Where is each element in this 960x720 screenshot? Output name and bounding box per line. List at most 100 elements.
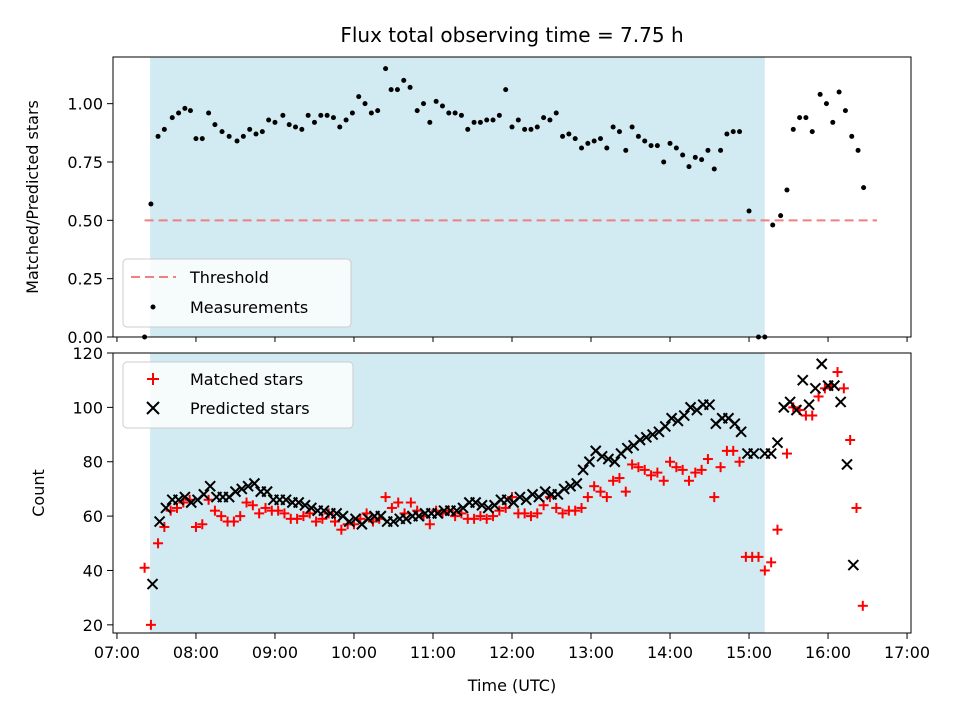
matched-star-point — [216, 511, 227, 522]
matched-star-point — [532, 508, 543, 519]
measurement-point — [240, 133, 246, 139]
measurement-point — [433, 98, 439, 104]
predicted-star-point — [583, 456, 596, 468]
legend-predicted-label: Predicted stars — [190, 399, 310, 418]
x-tick-label: 12:00 — [489, 643, 535, 662]
matched-star-point — [595, 486, 606, 497]
matched-star-point — [709, 492, 720, 503]
measurement-point — [585, 140, 591, 146]
measurement-point — [553, 110, 559, 116]
measurement-point — [547, 117, 553, 123]
measurement-point — [861, 185, 867, 191]
predicted-star-point — [790, 404, 803, 416]
measurement-point — [496, 112, 502, 118]
measurement-point — [855, 147, 861, 153]
predicted-star-point — [834, 396, 847, 408]
predicted-star-point — [564, 480, 577, 492]
measurement-point — [311, 119, 317, 125]
measurement-point — [515, 117, 521, 123]
matched-star-point — [469, 513, 480, 524]
matched-star-point — [620, 486, 631, 497]
measurement-point — [778, 213, 784, 219]
measurement-point — [817, 91, 823, 97]
x-tick-label: 17:00 — [884, 643, 930, 662]
legend-measurements-swatch — [150, 304, 156, 310]
measurement-point — [746, 208, 752, 214]
measurement-point — [484, 117, 490, 123]
matched-star-point — [690, 467, 701, 478]
predicted-star-point — [678, 409, 690, 422]
measurement-point — [427, 119, 433, 125]
measurement-point — [452, 110, 458, 116]
predicted-star-point — [841, 458, 853, 471]
matched-star-point — [298, 511, 309, 522]
matched-star-point — [582, 492, 593, 503]
measurement-point — [439, 103, 445, 109]
measurement-point — [661, 159, 667, 165]
measurement-point — [711, 166, 717, 172]
top-y-tick-label: 0.50 — [67, 211, 103, 230]
predicted-star-point — [526, 488, 539, 501]
predicted-star-point — [292, 496, 305, 509]
matched-star-point — [190, 521, 201, 532]
top-y-axis: 0.00 0.25 0.50 0.75 1.00 — [67, 95, 113, 347]
measurement-point — [280, 112, 286, 118]
predicted-star-point — [261, 485, 273, 498]
predicted-star-point — [609, 456, 621, 468]
matched-star-point — [677, 464, 688, 475]
measurement-point — [566, 131, 572, 137]
legend-matched-label: Matched stars — [190, 370, 303, 389]
predicted-star-point — [659, 420, 671, 433]
x-tick-label: 08:00 — [173, 643, 219, 662]
matched-star-point — [646, 470, 657, 481]
predicted-star-point — [242, 480, 254, 492]
measurement-point — [477, 119, 483, 125]
measurement-point — [446, 110, 452, 116]
measurement-point — [579, 145, 585, 151]
bottom-y-tick-label: 120 — [72, 344, 103, 363]
predicted-star-point — [318, 504, 330, 517]
measurement-point — [730, 129, 736, 135]
predicted-star-point — [343, 515, 355, 528]
x-tick-label: 15:00 — [726, 643, 772, 662]
matched-star-point — [557, 508, 568, 519]
measurement-point — [509, 124, 515, 130]
measurement-point — [528, 126, 534, 132]
measurement-point — [293, 124, 299, 130]
matched-star-point — [336, 524, 347, 535]
predicted-star-point — [172, 494, 185, 506]
bottom-x-axis: 07:00 08:00 09:00 10:00 11:00 12:00 13:00 14:00… — [94, 633, 930, 662]
predicted-star-point — [413, 510, 425, 522]
matched-star-point — [766, 557, 777, 568]
x-tick-label: 10:00 — [331, 643, 377, 662]
predicted-star-point — [400, 513, 412, 525]
matched-star-point — [311, 516, 322, 527]
matched-star-point — [475, 511, 486, 522]
measurement-point — [699, 157, 705, 163]
predicted-star-point — [229, 485, 242, 498]
matched-star-point — [139, 562, 150, 573]
measurement-point — [362, 101, 368, 107]
bottom-panel: 20 40 60 80 100 120 07:00 08:00 09:00 10:00 11:00… — [29, 344, 930, 695]
measurement-point — [234, 138, 240, 144]
matched-star-point — [279, 508, 290, 519]
legend-matched-swatch — [147, 373, 159, 385]
measurement-point — [790, 126, 796, 132]
measurement-point — [522, 126, 528, 132]
matched-star-point — [525, 511, 536, 522]
measurement-point — [343, 117, 349, 123]
measurement-point — [148, 201, 154, 207]
top-points-layer — [142, 66, 867, 340]
predicted-star-point — [236, 483, 248, 495]
chart-title: Flux total observing time = 7.75 h — [340, 23, 683, 47]
measurement-point — [642, 138, 648, 144]
matched-star-point — [570, 505, 581, 516]
measurement-point — [673, 145, 679, 151]
legend-measurements-label: Measurements — [190, 298, 308, 317]
matched-star-point — [683, 475, 694, 486]
measurement-point — [394, 87, 400, 93]
bottom-legend: Matched stars Predicted stars — [122, 361, 354, 429]
predicted-star-point — [602, 453, 615, 465]
matched-star-point — [380, 492, 391, 503]
matched-star-point — [551, 502, 562, 513]
